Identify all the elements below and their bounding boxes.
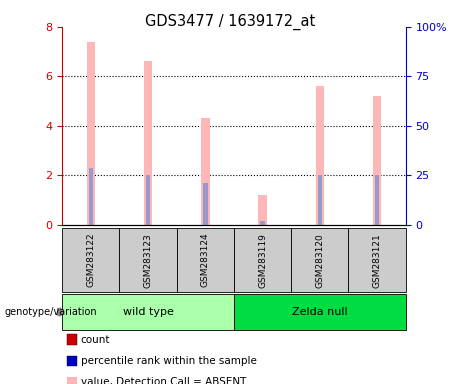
Text: GSM283119: GSM283119 (258, 233, 267, 288)
Bar (260, 221, 265, 225)
Bar (144, 61, 153, 225)
Text: wild type: wild type (123, 307, 173, 317)
Bar (315, 86, 324, 225)
Text: GSM283124: GSM283124 (201, 233, 210, 288)
Bar (87, 42, 95, 225)
Text: Zelda null: Zelda null (292, 307, 348, 317)
Text: genotype/variation: genotype/variation (5, 307, 97, 317)
Bar (201, 118, 210, 225)
Bar (203, 183, 207, 225)
Bar (258, 195, 267, 225)
Text: percentile rank within the sample: percentile rank within the sample (81, 356, 257, 366)
Text: GSM283122: GSM283122 (86, 233, 95, 288)
Bar (375, 175, 379, 225)
Text: GSM283120: GSM283120 (315, 233, 325, 288)
Text: value, Detection Call = ABSENT: value, Detection Call = ABSENT (81, 377, 246, 384)
Text: GSM283121: GSM283121 (372, 233, 382, 288)
Text: GDS3477 / 1639172_at: GDS3477 / 1639172_at (145, 13, 316, 30)
Bar (89, 168, 93, 225)
Bar (146, 175, 150, 225)
Text: GSM283123: GSM283123 (143, 233, 153, 288)
Bar (373, 96, 381, 225)
Bar (318, 175, 322, 225)
Text: count: count (81, 335, 110, 345)
